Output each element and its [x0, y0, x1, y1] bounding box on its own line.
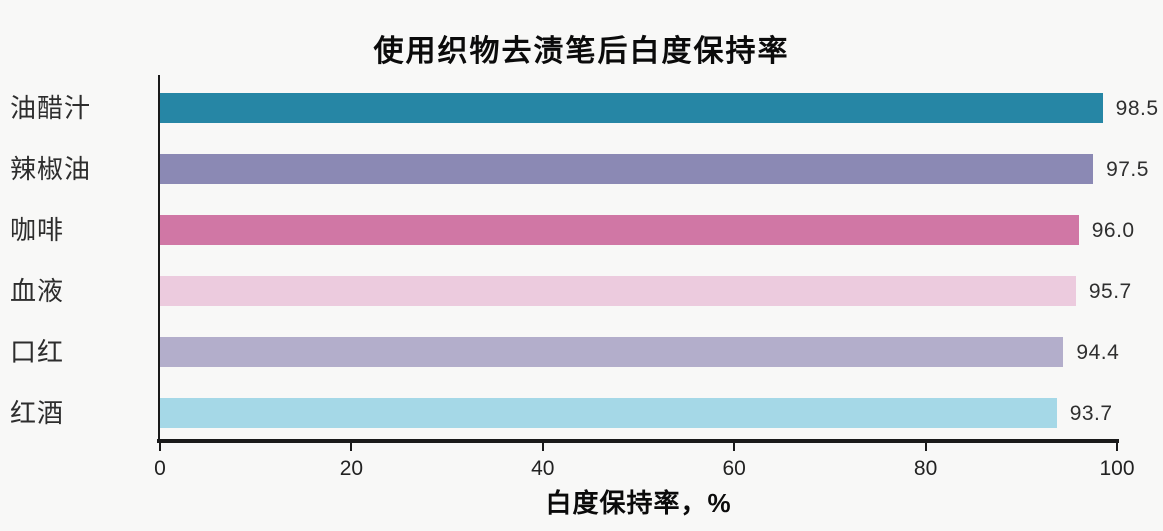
bar — [160, 275, 1076, 306]
x-tick-mark — [733, 443, 736, 451]
bar — [160, 336, 1064, 367]
value-label: 98.5 — [1115, 96, 1159, 120]
x-tick-label: 60 — [722, 457, 746, 480]
x-tick-label: 0 — [154, 457, 166, 480]
category-label: 红酒 — [10, 397, 65, 428]
x-tick-label: 80 — [913, 457, 938, 480]
x-tick-mark — [924, 443, 927, 451]
bar — [160, 397, 1057, 428]
bar — [160, 153, 1094, 184]
x-axis-line — [157, 439, 1119, 443]
x-tick-mark — [350, 443, 353, 451]
value-label: 94.4 — [1076, 340, 1120, 364]
chart-title: 使用织物去渍笔后白度保持率 — [373, 35, 790, 68]
x-tick-mark — [159, 443, 161, 451]
x-tick-label: 100 — [1099, 457, 1135, 480]
category-label: 油醋汁 — [10, 92, 92, 123]
x-tick-mark — [1116, 443, 1118, 451]
y-axis-line — [158, 75, 160, 443]
value-label: 97.5 — [1106, 157, 1149, 181]
category-label: 口红 — [10, 336, 65, 367]
bar — [160, 214, 1079, 245]
bar — [160, 92, 1103, 123]
category-label: 辣椒油 — [10, 153, 92, 184]
x-tick-label: 20 — [339, 457, 364, 480]
category-label: 血液 — [10, 275, 65, 306]
category-label: 咖啡 — [10, 214, 65, 245]
x-tick-label: 40 — [531, 457, 555, 480]
value-label: 93.7 — [1069, 401, 1113, 425]
value-label: 95.7 — [1088, 279, 1132, 303]
value-label: 96.0 — [1091, 218, 1135, 242]
x-axis-title: 白度保持率，% — [545, 488, 732, 518]
x-tick-mark — [541, 443, 544, 451]
